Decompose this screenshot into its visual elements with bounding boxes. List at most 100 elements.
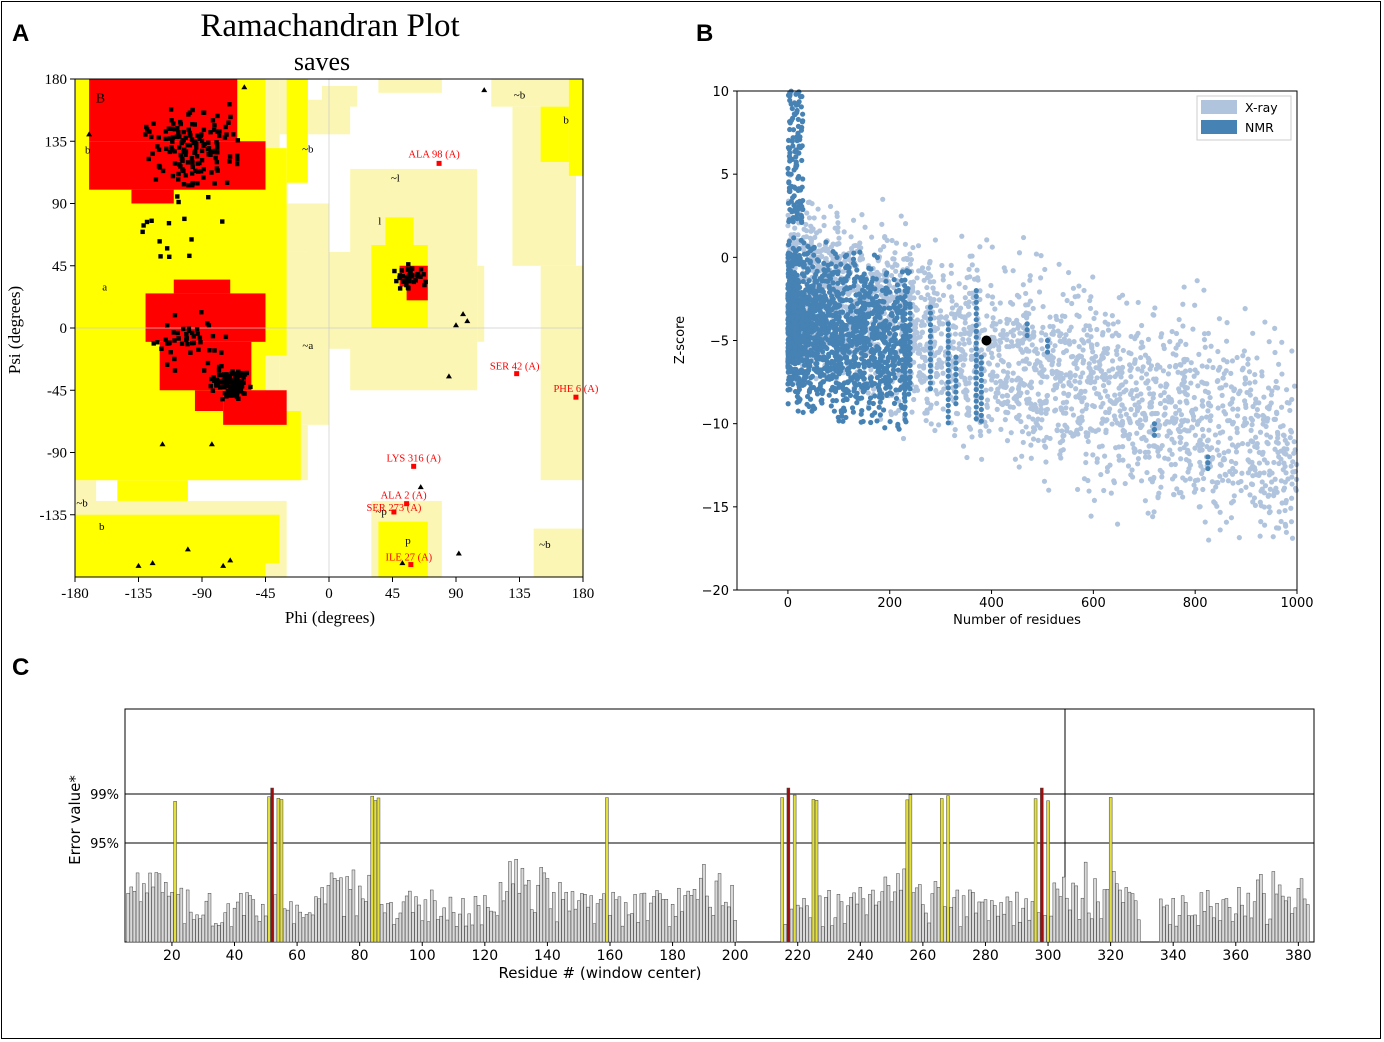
rama-point (177, 145, 182, 150)
xray-point (1041, 367, 1047, 373)
xray-point (1283, 529, 1289, 535)
nmr-point (945, 344, 951, 350)
xray-point (1287, 407, 1293, 414)
xray-point (1056, 361, 1062, 367)
nmr-point (826, 376, 833, 382)
rama-point (230, 369, 235, 374)
xray-point (917, 334, 923, 340)
rama-point (156, 135, 161, 140)
xray-point (1247, 492, 1253, 498)
rama-point (406, 262, 411, 267)
nmr-point (873, 328, 879, 334)
rama-point (176, 171, 181, 177)
nmr-point (807, 352, 813, 358)
nmr-point (785, 358, 792, 364)
nmr-point (878, 369, 885, 375)
xray-point (986, 428, 992, 434)
xray-point (1261, 470, 1267, 476)
nmr-point (973, 317, 979, 323)
rama-point (176, 130, 181, 135)
rama-point (167, 149, 172, 155)
xray-point (960, 362, 966, 368)
xray-point (1077, 395, 1083, 401)
xray-point (1205, 408, 1211, 414)
nmr-point (822, 269, 828, 275)
xray-point (1145, 378, 1151, 384)
nmr-point (855, 324, 861, 330)
nmr-point (823, 335, 829, 341)
xray-point (1085, 438, 1091, 445)
rama-point (234, 390, 240, 396)
xray-point (1257, 429, 1264, 435)
xray-point (962, 375, 968, 381)
xray-point (1139, 397, 1145, 403)
nmr-point (874, 254, 880, 261)
rama-point (175, 330, 181, 336)
rama-point (197, 136, 202, 141)
nmr-point (907, 339, 913, 345)
xray-point (1033, 251, 1039, 257)
xray-point (1080, 347, 1086, 353)
xray-point (1135, 461, 1141, 467)
xray-point (1180, 323, 1186, 329)
nmr-point (848, 297, 854, 304)
xray-point (1036, 289, 1043, 295)
nmr-point (817, 384, 823, 390)
xray-point (1004, 331, 1010, 338)
xray-point (1090, 349, 1096, 355)
nmr-point (973, 369, 979, 375)
rama-point (242, 391, 247, 396)
xray-point (1088, 342, 1095, 348)
xray-point (966, 299, 972, 305)
rama-point (172, 161, 178, 166)
xray-point (1088, 380, 1094, 386)
xray-point (1020, 234, 1027, 241)
rama-point (205, 146, 211, 152)
nmr-point (812, 405, 818, 412)
xray-point (1203, 414, 1210, 420)
nmr-point (850, 409, 856, 415)
xray-point (1283, 451, 1289, 457)
nmr-point (973, 293, 979, 300)
xray-point (1118, 366, 1124, 372)
nmr-point (805, 379, 812, 386)
xray-point (1105, 321, 1111, 327)
xray-point (1260, 449, 1266, 455)
xray-point (1138, 345, 1144, 351)
zscore-points (785, 88, 1300, 543)
nmr-point (927, 333, 934, 339)
xray-point (1035, 437, 1041, 443)
rama-point (172, 368, 178, 373)
zscore-xtick-label: 200 (877, 596, 902, 611)
nmr-point (973, 386, 979, 393)
nmr-point (887, 418, 893, 425)
rama-point (205, 360, 211, 366)
xray-point (1009, 377, 1015, 383)
nmr-point (1024, 327, 1030, 333)
nmr-point (791, 251, 798, 258)
xray-point (1288, 505, 1294, 511)
xray-point (1254, 441, 1260, 447)
xray-point (1061, 336, 1067, 342)
xray-point (1113, 445, 1119, 451)
rama-point (399, 268, 404, 273)
xray-point (836, 235, 842, 241)
nmr-point (814, 350, 820, 356)
xray-point (1005, 410, 1011, 416)
rama-point (216, 364, 222, 370)
rama-point (153, 177, 159, 182)
xray-point (1114, 420, 1120, 426)
nmr-point (854, 400, 860, 406)
xray-point (1172, 404, 1179, 410)
xray-point (1139, 322, 1145, 329)
nmr-point (792, 111, 798, 118)
xray-point (1207, 446, 1213, 453)
nmr-point (973, 334, 979, 340)
rama-point (146, 156, 151, 162)
panel-label-b: B (696, 20, 714, 47)
xray-point (1255, 413, 1261, 419)
nmr-point (816, 313, 822, 319)
xray-point (984, 402, 990, 408)
nmr-point (870, 296, 876, 302)
rama-point (222, 135, 228, 140)
